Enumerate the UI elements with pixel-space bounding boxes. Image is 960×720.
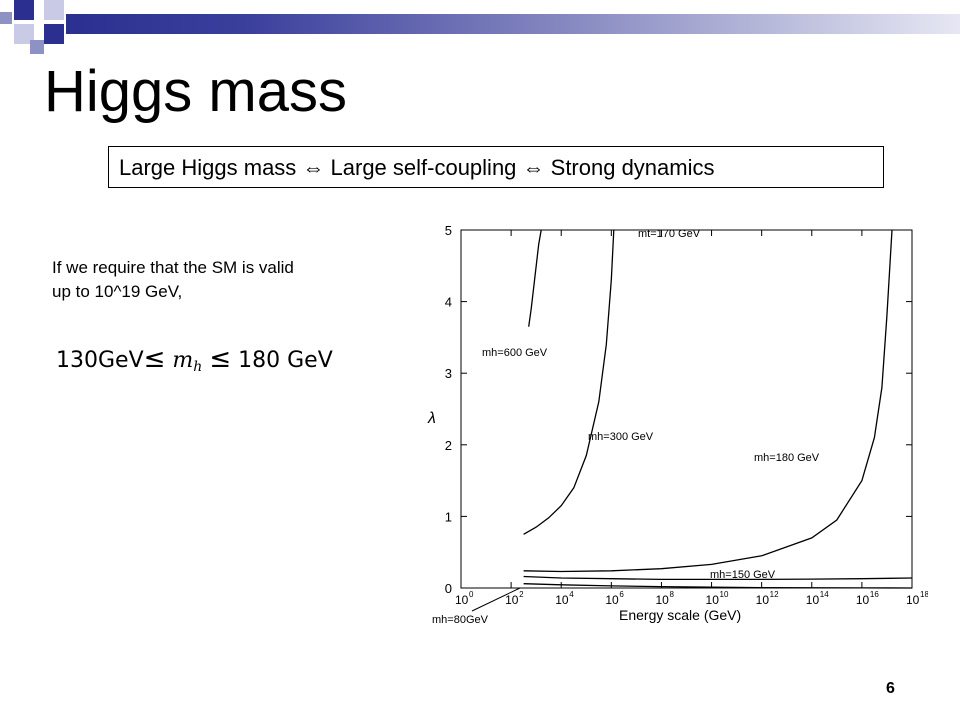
y-tick-label: 4	[445, 295, 452, 310]
corner-square-2	[44, 0, 64, 20]
annotation-mt: mt=170 GeV	[638, 228, 701, 240]
series-label-mh600: mh=600 GeV	[482, 347, 548, 359]
y-tick-label: 5	[445, 223, 452, 238]
x-tick-exponent: 14	[820, 590, 829, 599]
series-line-mh-300-gev	[523, 229, 615, 535]
formula-subscript: h	[193, 359, 203, 375]
x-tick-exponent: 2	[519, 590, 524, 599]
slide-title: Higgs mass	[44, 59, 347, 124]
formula-upper-bound: 180 GeV	[238, 348, 333, 373]
formula-mh: mh	[172, 348, 203, 375]
y-axis-label: λ	[427, 410, 436, 427]
x-tick-label: 10	[856, 593, 870, 607]
header-gradient-bar	[66, 14, 960, 34]
y-tick-label: 1	[445, 509, 452, 524]
formula-lower-bound: 130GeV	[56, 348, 144, 373]
series-label-mh300: mh=300 GeV	[588, 431, 654, 443]
x-tick-exponent: 18	[920, 590, 928, 599]
x-tick-exponent: 4	[569, 590, 574, 599]
series-line-mh-80gev	[523, 583, 913, 589]
x-tick-label: 10	[555, 593, 569, 607]
body-text: If we require that the SM is valid up to…	[52, 256, 412, 304]
formula-m: m	[172, 348, 194, 373]
series-label-mh180: mh=180 GeV	[754, 452, 820, 464]
corner-square-3	[14, 24, 34, 44]
series-label-mh150: mh=150 GeV	[710, 569, 776, 581]
x-tick-exponent: 10	[720, 590, 729, 599]
series-line-mh-150-gev	[523, 575, 913, 581]
mass-bound-formula: 130GeV≤ mh ≤ 180 GeV	[56, 344, 333, 375]
body-text-line-1: If we require that the SM is valid	[52, 258, 294, 277]
y-tick-label: 2	[445, 438, 452, 453]
corner-square-1	[14, 0, 34, 20]
body-text-line-2: up to 10^19 GeV,	[52, 282, 183, 301]
x-tick-label: 10	[756, 593, 770, 607]
x-tick-exponent: 6	[619, 590, 624, 599]
x-tick-exponent: 12	[770, 590, 779, 599]
y-tick-label: 3	[445, 366, 452, 381]
series-label-mh80: mh=80GeV	[432, 614, 489, 626]
x-tick-exponent: 0	[469, 590, 474, 599]
page-number: 6	[886, 680, 895, 697]
x-tick-label: 10	[906, 593, 920, 607]
callout-box: Large Higgs mass ⇔ Large self-coupling ⇔…	[108, 146, 884, 188]
x-tick-label: 10	[605, 593, 619, 607]
corner-square-5	[0, 12, 12, 24]
corner-square-4	[44, 24, 64, 44]
x-tick-label: 10	[505, 593, 519, 607]
formula-le-symbol-1: ≤	[143, 344, 166, 374]
series-line-mh-600-gev	[528, 229, 542, 327]
plot-frame	[460, 229, 913, 589]
series-line-mh-180-gev	[523, 229, 893, 573]
mh80-pointer-line	[471, 587, 521, 612]
corner-square-6	[30, 40, 44, 54]
x-tick-exponent: 16	[870, 590, 879, 599]
x-tick-label: 10	[655, 593, 669, 607]
x-tick-label: 10	[806, 593, 820, 607]
x-tick-label: 10	[455, 593, 469, 607]
y-tick-label: 0	[445, 581, 452, 596]
x-tick-label: 10	[706, 593, 720, 607]
x-axis-label: Energy scale (GeV)	[619, 607, 741, 623]
formula-le-symbol-2: ≤	[209, 344, 232, 374]
x-tick-exponent: 8	[669, 590, 674, 599]
